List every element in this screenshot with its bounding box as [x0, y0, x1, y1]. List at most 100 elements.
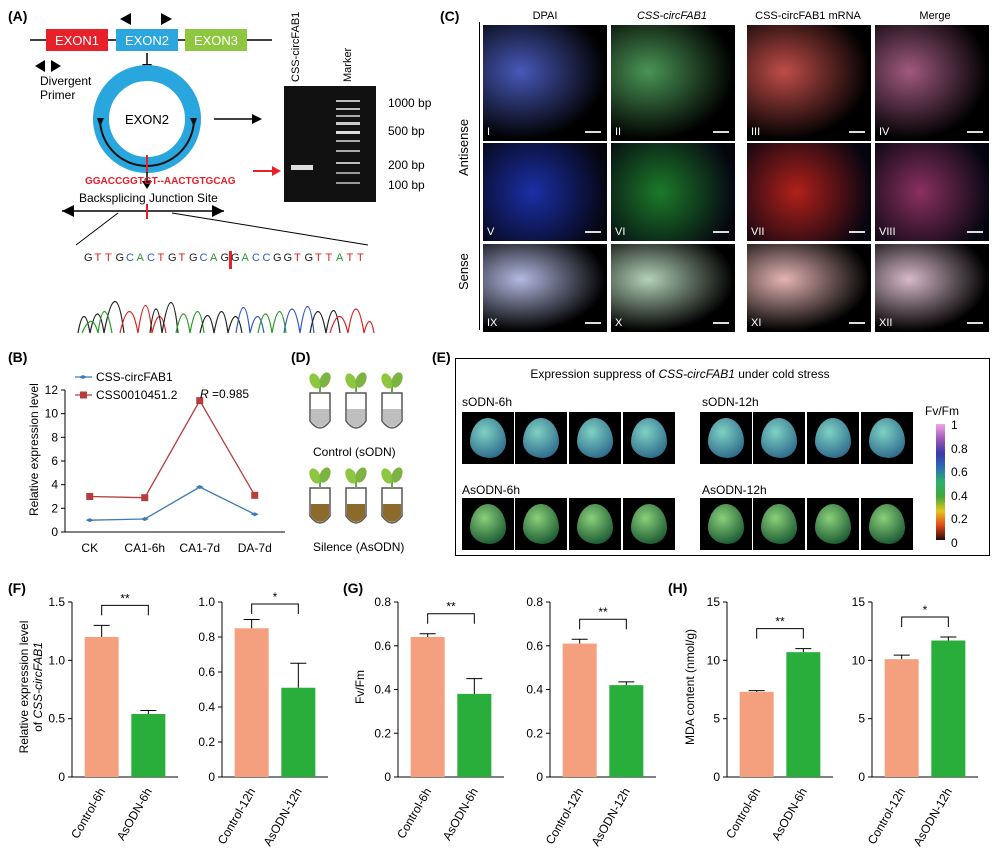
colorbar-tick: 0.2 [951, 512, 968, 526]
silence-label: Silence (AsODN) [313, 540, 405, 554]
seq-base: A [336, 252, 344, 264]
micrograph-3: III [747, 25, 871, 141]
panel-e-title: Expression suppress of CSS-circFAB1 unde… [530, 367, 830, 381]
bar-ytick: 1.5 [48, 595, 65, 609]
bar-ytick: 0.6 [526, 639, 543, 653]
bar [281, 687, 316, 777]
group-asodn-12h: AsODN-12h [702, 483, 767, 497]
bar-xtick: AsODN-12h [910, 786, 954, 849]
bar-xtick: Control-12h [543, 786, 586, 847]
bar-ytick: 0.6 [198, 665, 215, 679]
b-ytick: 12 [45, 383, 59, 397]
micrograph-numeral: XI [751, 317, 762, 329]
seq-base: C [262, 252, 271, 264]
bar-ytick: 0.4 [526, 683, 543, 697]
leaf-photo [700, 412, 752, 464]
bar [786, 652, 821, 777]
micrograph-12: XII [875, 244, 989, 332]
seq-base: G [304, 252, 314, 264]
circle-exon-label: EXON2 [125, 112, 169, 127]
panel-label-a: (A) [8, 8, 28, 24]
micrograph-numeral: I [487, 126, 491, 138]
leaf-photo [861, 498, 913, 550]
bar [131, 714, 166, 777]
exon2-label: EXON2 [125, 33, 169, 48]
seq-base: T [325, 252, 333, 264]
b-xtick: DA-7d [238, 541, 272, 555]
leaf-photo [753, 498, 805, 550]
micrograph-numeral: X [615, 317, 623, 329]
colorbar-tick: 0 [951, 535, 958, 550]
b-point [196, 397, 204, 405]
fvfm-colorbar [936, 424, 945, 540]
colorbar-tick: 0.6 [951, 465, 968, 479]
bar-ytick: 0 [858, 770, 865, 784]
seq-base: A [136, 252, 144, 264]
row-label-sense: Sense [456, 253, 471, 290]
bar-ytick: 0 [536, 770, 543, 784]
bar-ytick: 5 [858, 712, 865, 726]
bar-xtick: Control-6h [394, 786, 434, 842]
seq-base: T [315, 252, 322, 264]
bar-xtick: AsODN-6h [769, 786, 810, 843]
exon1-box [46, 29, 108, 51]
bar-ytick: 0 [58, 770, 65, 784]
significance-mark: ** [598, 605, 608, 619]
micrograph-numeral: II [615, 126, 622, 138]
seq-base: T [94, 252, 102, 264]
colorbar-tick: 1 [951, 418, 958, 432]
gel-lane-2-label: Marker [342, 47, 354, 82]
micrograph-10: X [611, 244, 735, 332]
micrograph-5: V [483, 143, 607, 241]
significance-mark: ** [120, 591, 130, 605]
seq-base: G [283, 252, 293, 264]
micrograph-numeral: VIII [879, 226, 896, 238]
leaf-photo [515, 498, 567, 550]
bar-ytick: 0.2 [526, 726, 543, 740]
leaf-photo [462, 498, 514, 550]
bar-ytick: 0 [713, 770, 720, 784]
group-asodn-6h: AsODN-6h [462, 483, 521, 497]
b-ytick: 4 [51, 478, 58, 492]
significance-mark: ** [775, 615, 785, 629]
bar-xtick: AsODN-6h [440, 786, 481, 843]
micrograph-6: VI [611, 143, 735, 241]
b-point [251, 491, 259, 499]
micrograph-1: I [483, 25, 607, 141]
micrograph-numeral: IX [487, 317, 498, 329]
seq-base: C [252, 252, 260, 264]
h-ylabel: MDA content (nmol/g) [683, 629, 697, 745]
significance-mark: * [273, 590, 278, 604]
marker-1000: 1000 bp [388, 96, 432, 110]
leaf-photo [569, 498, 621, 550]
panel-a-figure: EXON1 EXON2 EXON3 EXON2 [30, 13, 376, 334]
marker-200: 200 bp [388, 158, 425, 172]
bar [457, 693, 492, 777]
seq-base: G [115, 252, 125, 264]
col-header-mrna: CSS-circFAB1 mRNA [755, 10, 861, 22]
seq-base: C [126, 252, 134, 264]
leaf-photo [700, 498, 752, 550]
bar-ytick: 0.8 [198, 630, 215, 644]
bar-ytick: 1.0 [198, 595, 215, 609]
panel-label-h: (H) [668, 580, 688, 596]
b-point [140, 516, 149, 521]
significance-mark: * [923, 603, 928, 617]
bar-xtick: AsODN-12h [588, 786, 632, 849]
bar-xtick: AsODN-12h [260, 786, 304, 849]
bar [609, 685, 644, 777]
b-point [141, 494, 149, 502]
bar-ytick: 0.5 [48, 712, 65, 726]
leaf-photo [569, 412, 621, 464]
seq-base: G [84, 252, 93, 264]
b-legend-2: CSS0010451.2 [96, 388, 178, 402]
leaf-photo [753, 412, 805, 464]
panel-label-c: (C) [440, 8, 460, 24]
b-ytick: 0 [51, 525, 58, 539]
b-ytick: 6 [51, 454, 58, 468]
b-series-line [89, 399, 256, 499]
micrograph-numeral: VI [615, 226, 626, 238]
seq-base: C [199, 252, 208, 264]
col-header-circ: CSS-circFAB1 [636, 10, 708, 22]
micrograph-4: IV [875, 25, 989, 141]
